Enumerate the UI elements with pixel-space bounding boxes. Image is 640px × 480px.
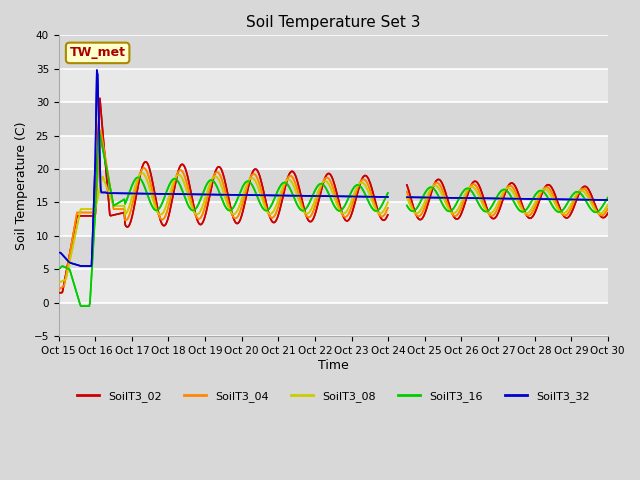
- SoilT3_02: [604, 210, 612, 216]
- SoilT3_32: [417, 194, 424, 200]
- Line: SoilT3_04: SoilT3_04: [59, 131, 608, 289]
- SoilT3_04: [121, 217, 129, 223]
- SoilT3_08: [604, 202, 612, 207]
- SoilT3_16: [417, 199, 424, 204]
- SoilT3_32: [177, 191, 185, 197]
- SoilT3_08: [121, 212, 129, 217]
- Bar: [59, 236, 608, 269]
- Line: SoilT3_08: SoilT3_08: [59, 173, 608, 283]
- SoilT3_08: [206, 181, 214, 187]
- Y-axis label: Soil Temperature (C): Soil Temperature (C): [15, 121, 28, 250]
- SoilT3_02: [65, 257, 72, 263]
- X-axis label: Time: Time: [318, 359, 349, 372]
- SoilT3_08: [417, 207, 424, 213]
- Bar: [59, 69, 608, 102]
- SoilT3_08: [177, 173, 185, 179]
- Bar: [59, 269, 608, 303]
- SoilT3_16: [206, 178, 214, 183]
- Line: SoilT3_32: SoilT3_32: [59, 70, 608, 266]
- SoilT3_16: [55, 266, 63, 272]
- SoilT3_04: [604, 206, 612, 212]
- SoilT3_02: [55, 290, 63, 296]
- Text: TW_met: TW_met: [70, 47, 125, 60]
- Bar: [59, 102, 608, 136]
- Bar: [59, 303, 608, 336]
- SoilT3_02: [177, 162, 185, 168]
- Line: SoilT3_02: SoilT3_02: [59, 98, 608, 293]
- SoilT3_08: [55, 280, 63, 286]
- Title: Soil Temperature Set 3: Soil Temperature Set 3: [246, 15, 420, 30]
- Legend: SoilT3_02, SoilT3_04, SoilT3_08, SoilT3_16, SoilT3_32: SoilT3_02, SoilT3_04, SoilT3_08, SoilT3_…: [72, 387, 594, 407]
- Bar: [59, 169, 608, 203]
- SoilT3_04: [417, 212, 424, 218]
- Line: SoilT3_16: SoilT3_16: [59, 130, 608, 306]
- SoilT3_32: [65, 259, 72, 264]
- Bar: [59, 203, 608, 236]
- SoilT3_16: [177, 184, 185, 190]
- SoilT3_32: [55, 250, 63, 255]
- SoilT3_04: [65, 258, 72, 264]
- SoilT3_16: [604, 195, 612, 201]
- SoilT3_16: [121, 201, 129, 207]
- Bar: [59, 36, 608, 69]
- SoilT3_04: [206, 185, 214, 191]
- SoilT3_08: [65, 264, 72, 270]
- SoilT3_04: [177, 167, 185, 173]
- SoilT3_32: [604, 197, 612, 203]
- SoilT3_16: [65, 266, 72, 272]
- SoilT3_32: [121, 191, 129, 196]
- SoilT3_02: [417, 216, 424, 222]
- Bar: [59, 136, 608, 169]
- SoilT3_02: [121, 222, 129, 228]
- SoilT3_04: [55, 287, 63, 292]
- SoilT3_02: [206, 192, 214, 197]
- SoilT3_32: [206, 192, 214, 197]
